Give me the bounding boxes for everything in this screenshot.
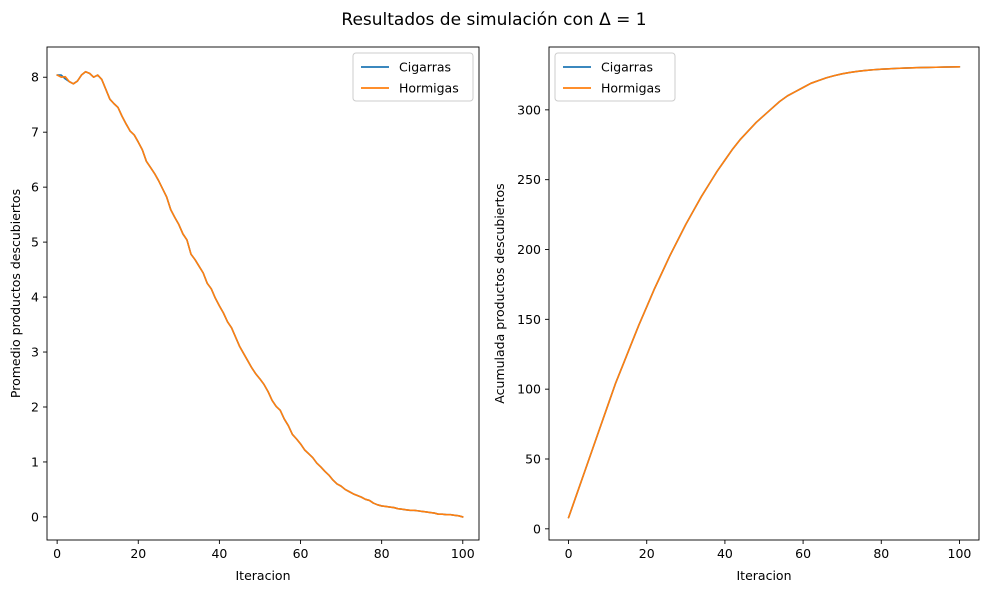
left-chart-panel: 0 20 40 60 80 100 0 1 2 3 4 5 6 7 8 Iteracion Promedio p…: [8, 46, 480, 583]
x-tick-label: 80: [873, 546, 889, 561]
y-tick-label: 250: [517, 172, 541, 187]
x-tick-label: 40: [717, 546, 733, 561]
x-tick-label: 20: [639, 546, 655, 561]
x-tick-label: 60: [293, 546, 309, 561]
axes-frame: [46, 46, 480, 541]
series-line-cigarras: [56, 70, 464, 518]
legend: Cigarras Hormigas: [554, 52, 676, 102]
x-tick-label: 80: [374, 546, 390, 561]
y-tick-label: 1: [31, 454, 39, 469]
y-tick-label: 0: [533, 521, 541, 536]
y-tick-label: 150: [517, 312, 541, 327]
legend-label-hormigas: Hormigas: [601, 81, 661, 96]
legend-box: [554, 52, 676, 102]
y-tick-label: 100: [517, 382, 541, 397]
y-tick-label: 7: [31, 125, 39, 140]
x-tick-label: 100: [451, 546, 475, 561]
y-tick-label: 8: [31, 70, 39, 85]
figure-suptitle: Resultados de simulación con Δ = 1: [341, 10, 646, 30]
y-tick-label: 5: [31, 235, 39, 250]
legend-label-cigarras: Cigarras: [399, 60, 451, 75]
y-tick-label: 300: [517, 102, 541, 117]
right-chart-panel: 0 20 40 60 80 100 0 50 100 150 200 250 300 Iteracion A…: [492, 46, 980, 583]
y-axis-label: Acumulada productos descubiertos: [492, 183, 507, 403]
legend-box: [352, 52, 474, 102]
series-line-hormigas: [56, 70, 464, 518]
x-axis-label: Iteracion: [737, 568, 792, 583]
series-line-cigarras: [567, 66, 961, 519]
y-tick-label: 4: [31, 290, 39, 305]
y-tick-label: 0: [31, 509, 39, 524]
legend-label-cigarras: Cigarras: [601, 60, 653, 75]
y-tick-label: 50: [525, 451, 541, 466]
x-tick-label: 0: [565, 546, 573, 561]
y-tick-label: 3: [31, 345, 39, 360]
x-axis-label: Iteracion: [236, 568, 291, 583]
x-tick-label: 100: [948, 546, 972, 561]
legend: Cigarras Hormigas: [352, 52, 474, 102]
x-tick-label: 60: [795, 546, 811, 561]
series-line-hormigas: [567, 66, 961, 519]
y-tick-label: 6: [31, 180, 39, 195]
x-tick-label: 20: [130, 546, 146, 561]
axes-frame: [548, 46, 980, 541]
x-tick-label: 0: [53, 546, 61, 561]
y-tick-label: 200: [517, 242, 541, 257]
legend-label-hormigas: Hormigas: [399, 81, 459, 96]
y-tick-label: 2: [31, 399, 39, 414]
x-tick-label: 40: [211, 546, 227, 561]
y-axis-label: Promedio productos descubiertos: [8, 189, 23, 398]
